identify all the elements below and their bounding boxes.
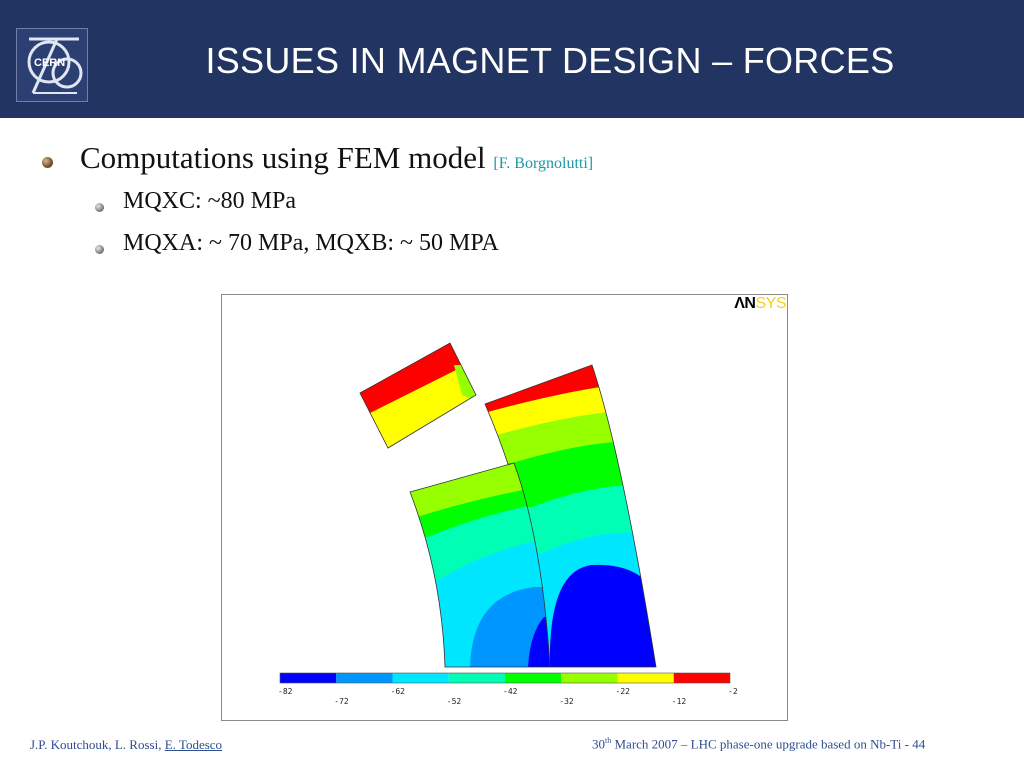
footer-authors-text: J.P. Koutchouk, L. Rossi, bbox=[30, 737, 165, 752]
logo-text: CERN bbox=[34, 57, 65, 69]
ansys-logo-an: ΛN bbox=[734, 295, 756, 312]
slide-title: ISSUES IN MAGNET DESIGN – FORCES bbox=[205, 40, 895, 81]
fem-contour-image bbox=[279, 342, 731, 684]
bullet-icon bbox=[42, 157, 53, 168]
colorbar-segment bbox=[673, 673, 730, 683]
colorbar-tick-label: -52 bbox=[446, 697, 462, 706]
colorbar-tick-label: -22 bbox=[615, 687, 630, 696]
colorbar-segment bbox=[505, 673, 562, 683]
footer-author-link[interactable]: E. Todesco bbox=[164, 737, 223, 752]
colorbar-tick-label: -82 bbox=[278, 687, 293, 696]
ansys-logo: ΛNSYS bbox=[734, 295, 786, 313]
colorbar-segment bbox=[448, 673, 505, 683]
footer-authors: J.P. Koutchouk, L. Rossi, E. Todesco bbox=[30, 737, 222, 753]
colorbar-tick-label: -42 bbox=[503, 687, 518, 696]
header-bar: CERN ISSUES IN MAGNET DESIGN – FORCES bbox=[0, 0, 1024, 118]
citation: [F. Borgnolutti] bbox=[493, 155, 594, 172]
footer-date-sup: th bbox=[605, 736, 612, 745]
colorbar-tick-label: -72 bbox=[334, 697, 349, 706]
footer-date-rest: March 2007 – LHC phase-one upgrade based… bbox=[611, 736, 926, 752]
colorbar-tick-label: -12 bbox=[671, 697, 687, 706]
colorbar-segment bbox=[617, 673, 674, 683]
colorbar-tick-label: -2 bbox=[728, 687, 738, 696]
fem-stress-plot: ΛNSYS -82 -62 -42 -22 -2 -72 -52 -32 -12 bbox=[221, 294, 788, 721]
colorbar-segment bbox=[392, 673, 449, 683]
colorbar-segment bbox=[561, 673, 618, 683]
bullet-1-text: Computations using FEM model bbox=[80, 140, 486, 175]
bullet-1: Computations using FEM model [F. Borgnol… bbox=[80, 140, 593, 176]
colorbar-tick-label: -32 bbox=[559, 697, 574, 706]
coil-block-a bbox=[360, 343, 476, 448]
sub-bullet-icon bbox=[95, 245, 104, 254]
colorbar-segment bbox=[280, 673, 337, 683]
footer-date: 30th March 2007 – LHC phase-one upgrade … bbox=[592, 736, 925, 752]
sub-bullet-1: MQXC: ~80 MPa bbox=[123, 188, 297, 214]
colorbar-tick-label: -62 bbox=[390, 687, 405, 696]
sub-bullet-icon bbox=[95, 203, 104, 212]
colorbar bbox=[279, 672, 731, 684]
footer-date-day: 30 bbox=[592, 736, 605, 752]
cern-logo: CERN bbox=[16, 28, 88, 102]
sub-bullet-2: MQXA: ~ 70 MPa, MQXB: ~ 50 MPA bbox=[123, 230, 499, 256]
ansys-logo-sys: SYS bbox=[755, 295, 786, 312]
cern-logo-icon: CERN bbox=[27, 37, 83, 94]
colorbar-segment bbox=[336, 673, 393, 683]
